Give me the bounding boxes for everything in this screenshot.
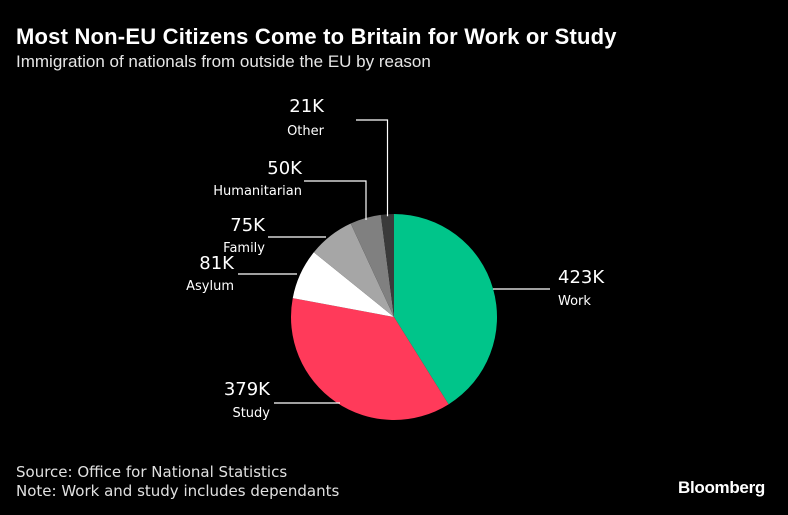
footer: Source: Office for National Statistics N… [16, 463, 339, 501]
leader-line-other [356, 119, 389, 217]
pie-slice-study [290, 298, 449, 421]
slice-labels: 423K Work 379K Study 81K Asylum 75K Family 50K Hu… [186, 96, 605, 421]
chart-subtitle: Immigration of nationals from outside th… [16, 52, 431, 71]
category-label-asylum: Asylum [186, 279, 234, 294]
pie-slices [290, 214, 498, 421]
pie-slice-asylum [292, 252, 394, 317]
value-label-study: 379K [224, 379, 271, 400]
chart-title: Most Non-EU Citizens Come to Britain for… [16, 24, 617, 49]
label-leaders [238, 119, 550, 404]
category-label-work: Work [558, 294, 591, 309]
source-note: Source: Office for National Statistics [16, 463, 288, 481]
category-label-other: Other [287, 124, 325, 139]
value-label-other: 21K [289, 96, 325, 117]
category-label-family: Family [223, 241, 265, 256]
category-label-humanitarian: Humanitarian [213, 184, 302, 199]
value-label-asylum: 81K [199, 253, 235, 274]
category-label-study: Study [232, 406, 270, 421]
value-label-work: 423K [558, 267, 605, 288]
value-label-family: 75K [230, 215, 266, 236]
pie-slice-family [313, 223, 394, 317]
pie-slice-work [394, 214, 498, 405]
bloomberg-logo: Bloomberg [677, 478, 765, 497]
value-label-humanitarian: 50K [267, 158, 303, 179]
pie-slice-humanitarian [350, 214, 394, 317]
footnote: Note: Work and study includes dependants [16, 482, 340, 500]
leader-line-humanitarian [304, 180, 367, 220]
pie-slice-other [380, 214, 394, 317]
